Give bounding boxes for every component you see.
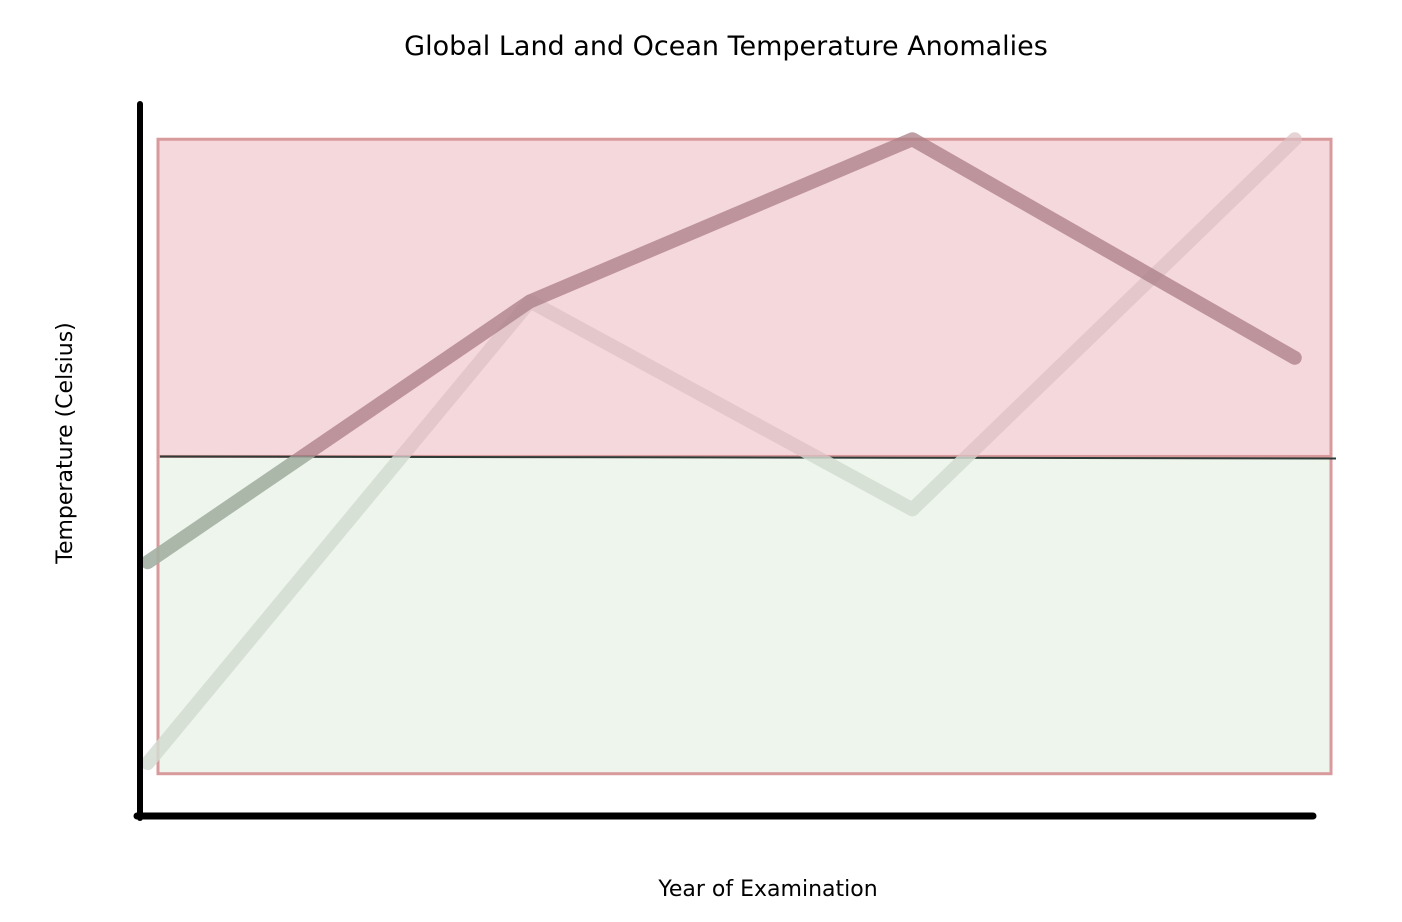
series-2-line-above-zero	[392, 132, 1302, 457]
chart-title: Global Land and Ocean Temperature Anomal…	[404, 31, 1048, 62]
series-1	[140, 132, 1302, 570]
band-above-zero	[156, 137, 1333, 458]
series-2	[140, 132, 1302, 771]
series-1-line-above-zero	[290, 132, 1302, 457]
zero-line-layer	[159, 455, 1337, 460]
series-layer	[140, 132, 1302, 771]
y-axis-label: Temperature (Celsius)	[53, 322, 78, 565]
x-axis-label: Year of Examination	[657, 877, 877, 902]
zero-reference-line	[159, 455, 1337, 460]
band-below-zero	[156, 454, 1333, 776]
series-2-line-below-zero	[140, 456, 978, 771]
